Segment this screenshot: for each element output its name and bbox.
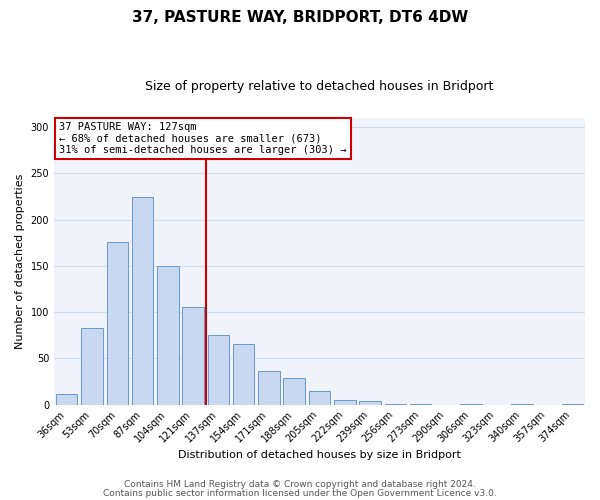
Bar xyxy=(208,335,229,404)
Title: Size of property relative to detached houses in Bridport: Size of property relative to detached ho… xyxy=(145,80,494,93)
Bar xyxy=(107,242,128,404)
Bar xyxy=(56,394,77,404)
Text: Contains HM Land Registry data © Crown copyright and database right 2024.: Contains HM Land Registry data © Crown c… xyxy=(124,480,476,489)
Bar xyxy=(182,308,204,404)
Text: Contains public sector information licensed under the Open Government Licence v3: Contains public sector information licen… xyxy=(103,488,497,498)
Bar xyxy=(132,198,153,404)
Bar xyxy=(258,372,280,404)
Bar xyxy=(359,401,381,404)
Bar xyxy=(334,400,356,404)
Bar xyxy=(81,328,103,404)
Bar xyxy=(157,266,179,404)
Y-axis label: Number of detached properties: Number of detached properties xyxy=(15,174,25,349)
Text: 37 PASTURE WAY: 127sqm
← 68% of detached houses are smaller (673)
31% of semi-de: 37 PASTURE WAY: 127sqm ← 68% of detached… xyxy=(59,122,347,156)
Text: 37, PASTURE WAY, BRIDPORT, DT6 4DW: 37, PASTURE WAY, BRIDPORT, DT6 4DW xyxy=(132,10,468,25)
Bar xyxy=(283,378,305,404)
Bar xyxy=(309,390,330,404)
Bar xyxy=(233,344,254,405)
X-axis label: Distribution of detached houses by size in Bridport: Distribution of detached houses by size … xyxy=(178,450,461,460)
